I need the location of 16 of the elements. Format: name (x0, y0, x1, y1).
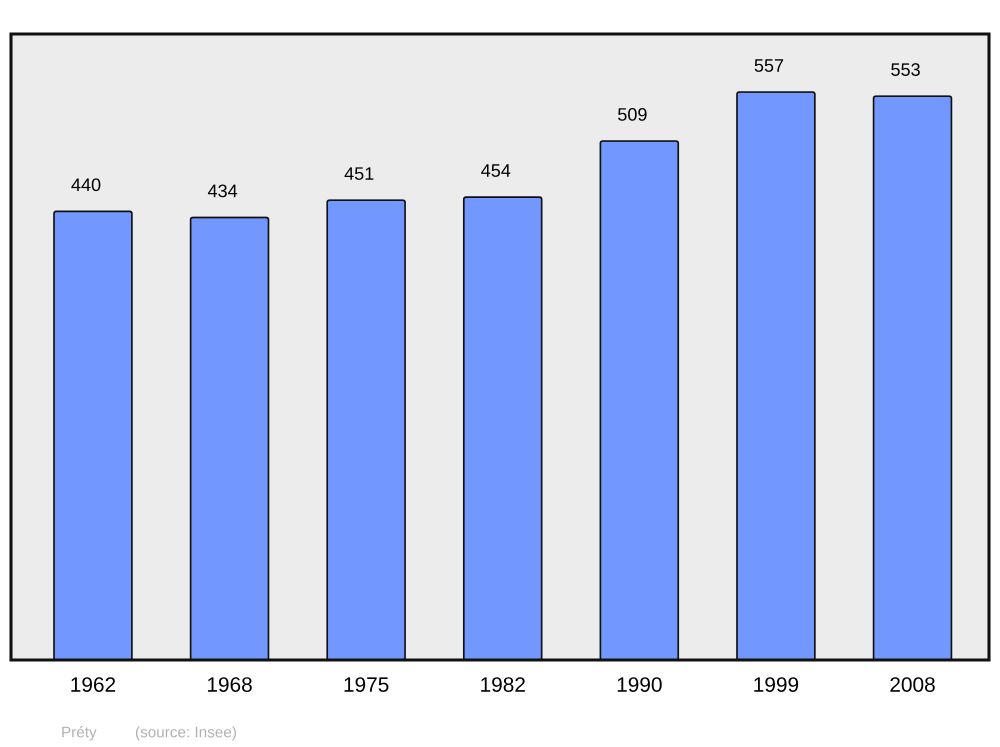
x-tick-label: 1962 (71, 677, 116, 692)
x-tick-label: 1968 (208, 677, 252, 692)
x-tick-label: 1975 (344, 677, 388, 692)
x-tick-label: 2008 (890, 677, 935, 692)
data-label: 451 (344, 167, 374, 180)
data-label: 434 (208, 184, 238, 198)
data-label: 454 (481, 164, 510, 177)
data-label: 557 (754, 59, 784, 72)
data-label: 509 (618, 108, 647, 121)
data-label: 553 (891, 63, 920, 76)
x-tick-label: 1982 (481, 677, 525, 692)
data-label: 440 (71, 178, 100, 192)
x-tick-label: 1990 (618, 677, 662, 692)
text: Préty (62, 726, 97, 740)
x-tick-label: 1999 (754, 677, 798, 692)
text: (source: Insee) (136, 726, 236, 740)
